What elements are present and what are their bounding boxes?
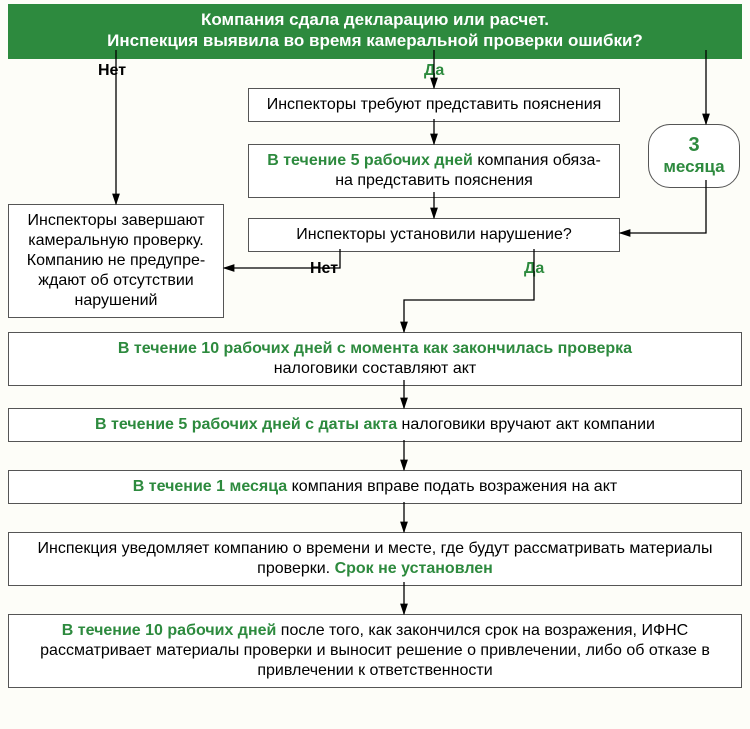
header-line1: Компания сдала декларацию или расчет. <box>201 10 549 29</box>
box-decision: В течение 10 рабочих дней после того, ка… <box>8 614 742 688</box>
b2-strong: В течение 5 рабочих дней <box>267 152 473 169</box>
b9-strong: В течение 10 рабочих дней <box>62 622 277 639</box>
label-no-2: Нет <box>310 260 338 278</box>
b5-rest: налоговики составляют акт <box>274 360 476 377</box>
box-finish-check: Инспекторы завершают камеральную проверк… <box>8 204 224 318</box>
header-line2: Инспекция выявила во время камеральной п… <box>107 31 643 50</box>
b7-strong: В течение 1 месяца <box>133 478 287 495</box>
label-yes-1: Да <box>424 62 444 80</box>
capsule-3-months: 3 месяца <box>648 124 740 188</box>
flow-header: Компания сдала декларацию или расчет. Ин… <box>8 4 742 59</box>
b8-strong: Срок не установлен <box>335 560 493 577</box>
b6-rest: налоговики вручают акт компании <box>397 416 655 433</box>
b7-rest: компания вправе подать возражения на акт <box>287 478 617 495</box>
box-5-days-explain: В течение 5 рабочих дней компания обяза-… <box>248 144 620 198</box>
capsule-l2: месяца <box>663 157 724 176</box>
box-notify: Инспекция уведомляет компанию о времени … <box>8 532 742 586</box>
box-5-days-deliver: В течение 5 рабочих дней с даты акта нал… <box>8 408 742 442</box>
box-10-days-act: В течение 10 рабочих дней с момента как … <box>8 332 742 386</box>
box-inspectors-demand: Инспекторы требуют представить пояснения <box>248 88 620 122</box>
box-violation-q: Инспекторы установили нарушение? <box>248 218 620 252</box>
label-yes-2: Да <box>524 260 544 278</box>
b1-text: Инспекторы требуют представить пояснения <box>267 96 602 113</box>
box-1-month-object: В течение 1 месяца компания вправе подат… <box>8 470 742 504</box>
capsule-l1: 3 <box>688 134 699 156</box>
label-no-1: Нет <box>98 62 126 80</box>
b5-strong: В течение 10 рабочих дней с момента как … <box>118 340 632 357</box>
b6-strong: В течение 5 рабочих дней с даты акта <box>95 416 397 433</box>
b3-text: Инспекторы установили нарушение? <box>296 226 571 243</box>
b4-text: Инспекторы завершают камеральную проверк… <box>27 212 205 309</box>
